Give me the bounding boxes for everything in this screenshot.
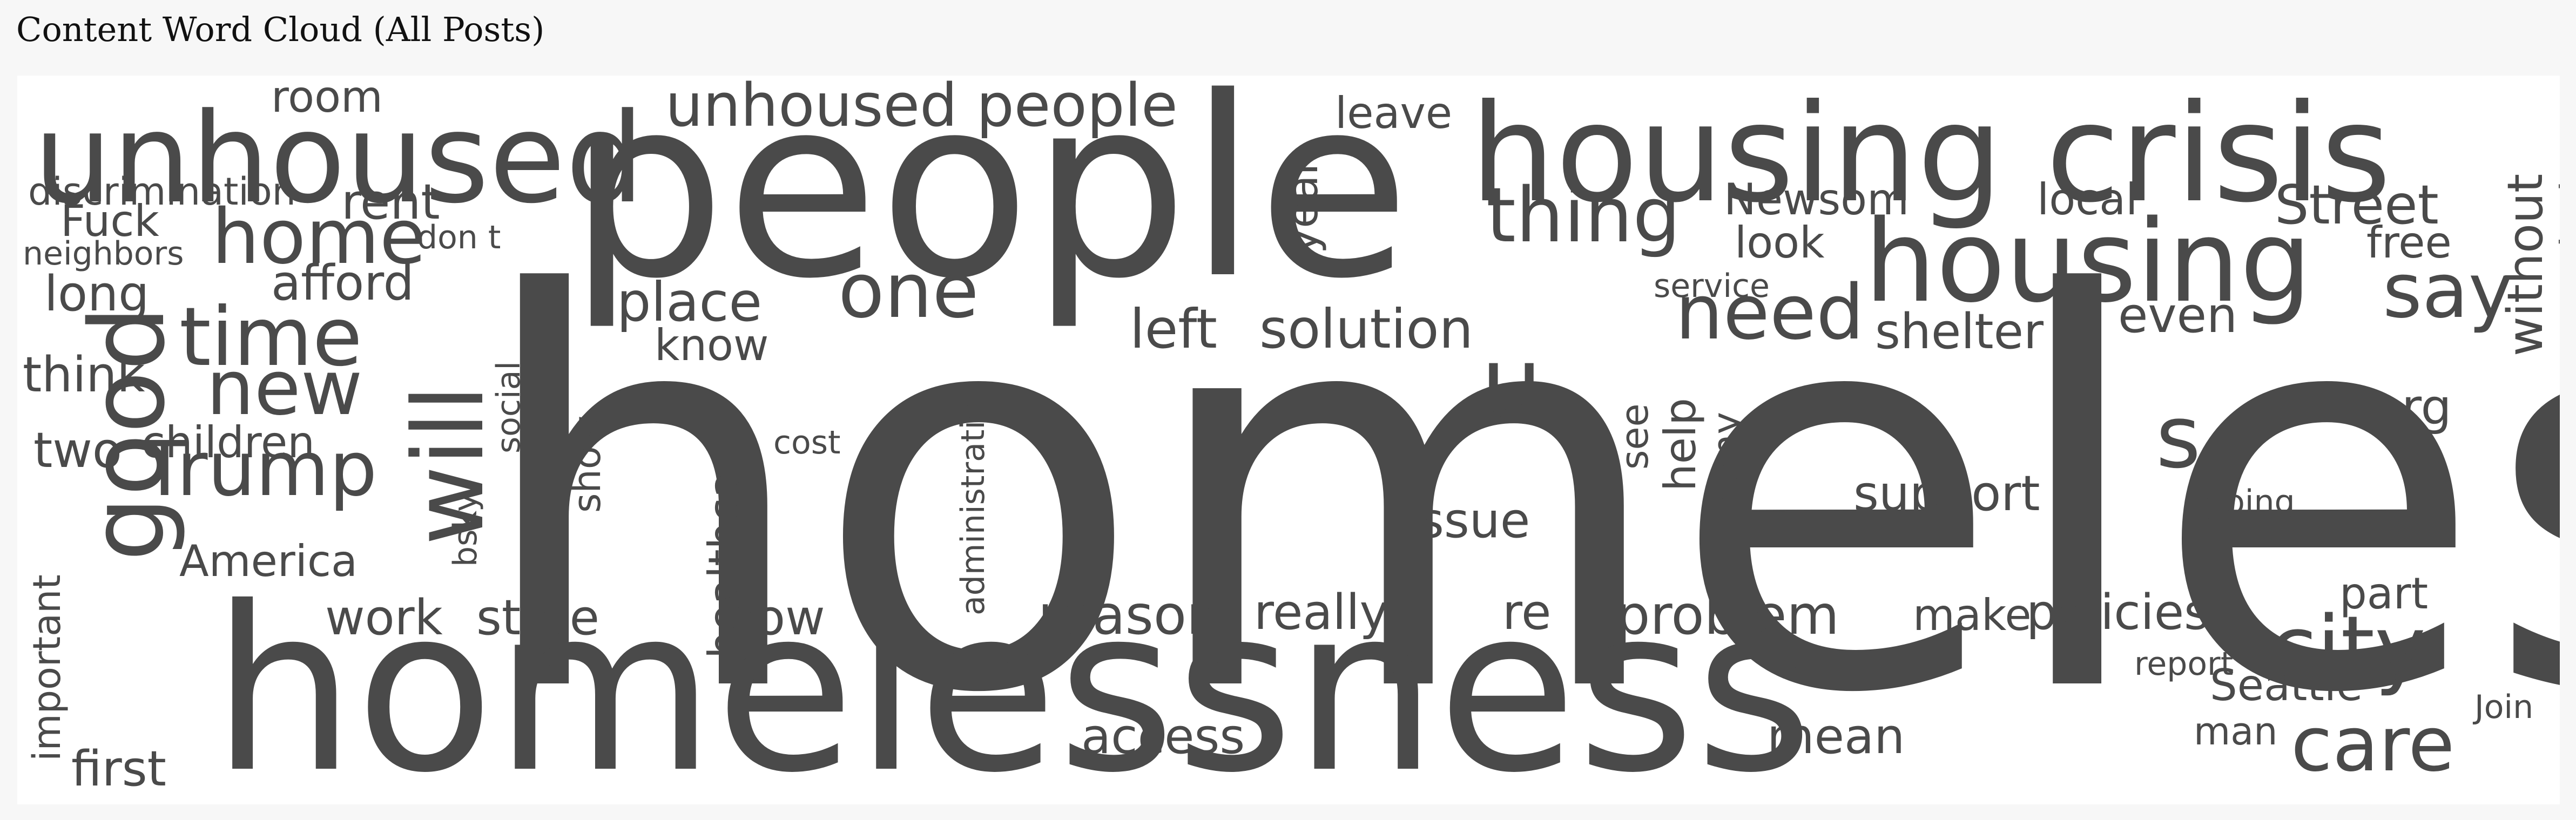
word-cloud-word: rent (341, 174, 440, 231)
word-cloud-word: new (206, 344, 363, 432)
word-cloud-word: mean (1767, 708, 1905, 765)
word-cloud-word: unhoused people (665, 76, 1178, 140)
word-cloud-word: two (33, 422, 122, 479)
word-cloud-word: help (1655, 398, 1705, 491)
word-cloud-word: even (2118, 287, 2238, 344)
word-cloud-word: social (490, 361, 528, 453)
word-cloud-word: discrimination (28, 170, 296, 214)
word-cloud-word: really (1254, 584, 1388, 641)
word-cloud-word: housing (1864, 195, 2312, 328)
word-cloud-word: know (655, 320, 769, 370)
word-cloud-word: left (1130, 297, 1217, 361)
word-cloud-word: reason (1038, 584, 1221, 647)
word-cloud-word: bsky (447, 492, 484, 567)
word-cloud-word: home (212, 193, 426, 281)
word-cloud-word: neighbors (23, 235, 184, 273)
word-cloud-word: place (617, 270, 763, 334)
word-cloud-word: people (568, 76, 1411, 333)
word-cloud-word: Join (2474, 688, 2534, 726)
word-cloud-word: free (2366, 218, 2452, 268)
word-cloud-word: important (25, 574, 69, 761)
word-cloud-word: think (23, 347, 145, 403)
word-cloud-word: leave (1335, 88, 1453, 138)
word-cloud-word: population (2552, 126, 2560, 356)
word-cloud-word: Newsom (1724, 174, 1910, 225)
word-cloud-word: part (2339, 568, 2429, 619)
word-cloud-word: housing crisis (1470, 76, 2391, 232)
word-cloud-word: Trump (141, 425, 377, 513)
word-cloud-word: America (179, 536, 358, 586)
word-cloud-word: going (2204, 483, 2295, 521)
word-cloud-word: unhoused (33, 87, 645, 231)
word-cloud-word: afford (271, 255, 414, 311)
word-cloud-word: need (1675, 269, 1864, 357)
word-cloud-word: state (476, 589, 599, 646)
word-cloud-word: Street (2275, 173, 2439, 236)
word-cloud-word: look (1735, 218, 1825, 268)
word-cloud-word: issue (1405, 492, 1530, 549)
word-cloud-word: without (2497, 173, 2554, 356)
word-cloud: homelesshomelessness people housing crisis… (17, 76, 2560, 804)
word-cloud-word: see (1613, 403, 1657, 470)
word-cloud-word: service (1654, 267, 1770, 305)
word-cloud-word: long (44, 266, 150, 322)
word-cloud-word: cost (773, 424, 841, 462)
word-cloud-word: healthcare (699, 428, 750, 659)
word-cloud-word: work (325, 589, 443, 646)
word-cloud-word: Fuck (60, 196, 159, 246)
word-cloud-word: show (565, 415, 609, 513)
word-cloud-word: children (141, 417, 315, 467)
word-cloud-word: shelter (1875, 303, 2044, 360)
word-cloud-word: Seattle (2210, 660, 2363, 710)
word-cloud-word: problem (1616, 584, 1839, 647)
word-cloud-word: u (1481, 327, 1543, 439)
word-cloud-word: access (1081, 708, 1245, 765)
word-cloud-word: local (2037, 174, 2138, 225)
word-cloud-word: now (725, 589, 825, 646)
word-cloud-word: re (1502, 584, 1552, 641)
word-cloud-word: org (2372, 379, 2452, 436)
word-cloud-word: solution (1259, 297, 1473, 361)
word-cloud-word: t (957, 649, 974, 700)
word-cloud-word: don t (417, 219, 501, 256)
word-cloud-word: time (179, 290, 362, 384)
word-cloud-word: homelessness (212, 559, 1813, 804)
word-cloud-word: make (1913, 590, 2032, 640)
word-cloud-word: administration (954, 380, 992, 615)
word-cloud-word: policies (2026, 584, 2209, 641)
word-cloud-word: year (1277, 157, 1327, 254)
word-cloud-word: s (2156, 387, 2201, 487)
word-cloud-word: one (838, 247, 979, 335)
word-cloud-word: many (1704, 412, 1749, 518)
word-cloud-word: city (2269, 597, 2426, 698)
word-cloud-word: homeless (471, 182, 2560, 804)
word-cloud-word: room (271, 76, 383, 122)
word-cloud-word: care (2291, 701, 2455, 789)
word-cloud-word: support (1853, 465, 2040, 522)
word-cloud-word: say (2383, 247, 2513, 335)
word-cloud-word: report (2134, 645, 2234, 683)
word-cloud-word: thing (1486, 172, 1681, 260)
word-cloud-word: man (2194, 709, 2278, 754)
word-cloud-word: first (71, 741, 166, 797)
page-title: Content Word Cloud (All Posts) (16, 10, 545, 49)
